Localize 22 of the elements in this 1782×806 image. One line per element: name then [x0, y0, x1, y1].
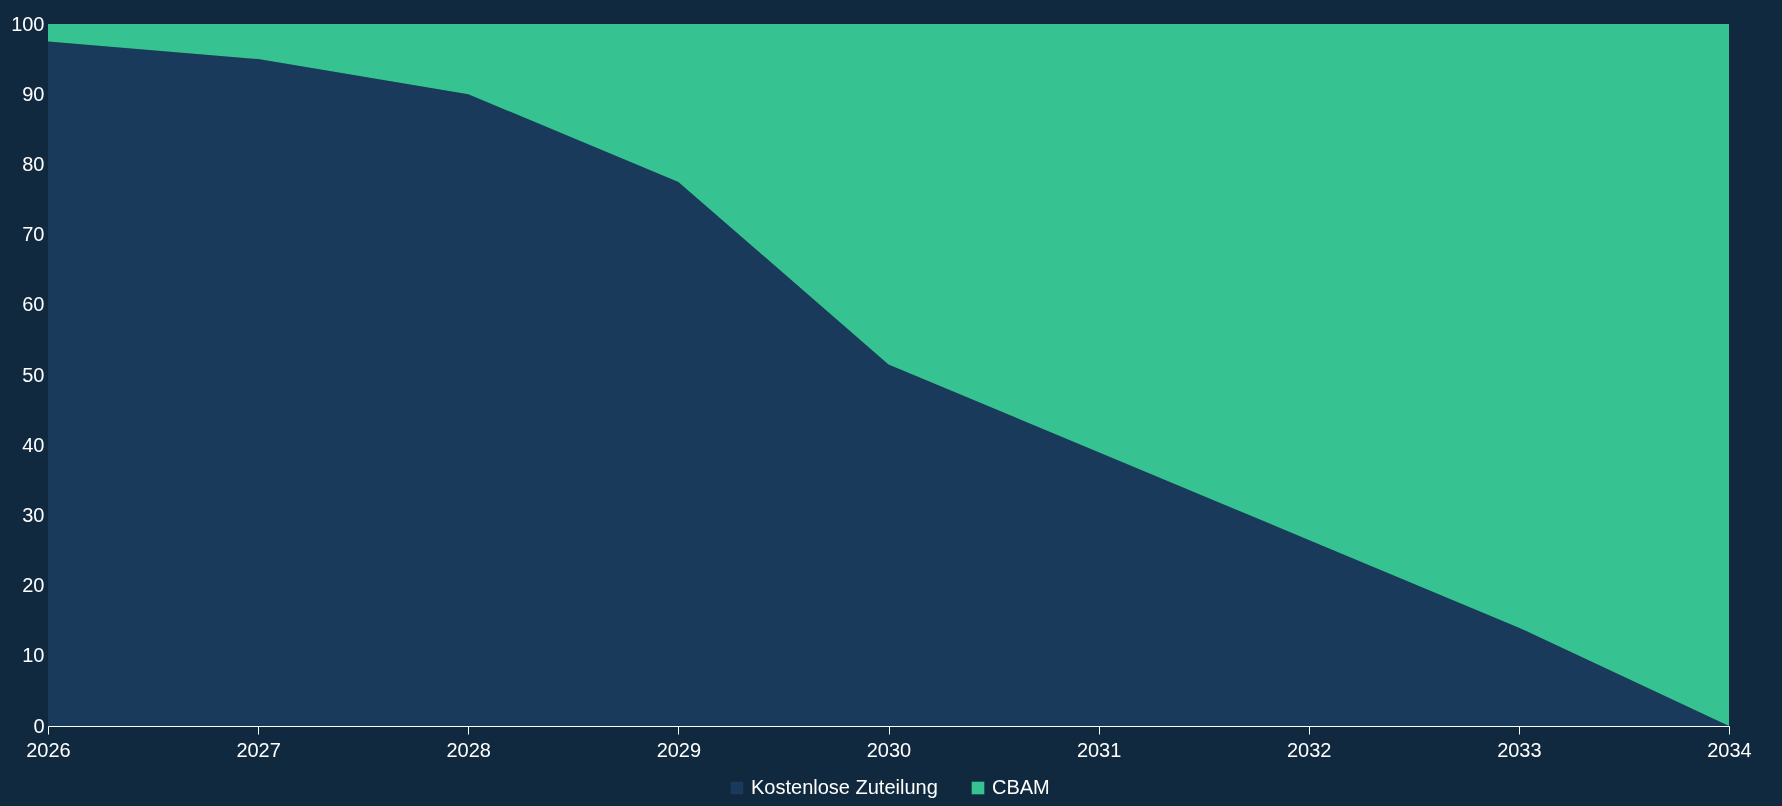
y-tick-label: 50 — [22, 363, 45, 386]
x-tick-label: 2029 — [656, 738, 702, 761]
y-tick-label: 90 — [22, 82, 45, 105]
legend-label: CBAM — [992, 776, 1050, 798]
y-tick-label: 80 — [22, 152, 45, 175]
y-tick-label: 30 — [22, 503, 45, 526]
y-tick-label: 100 — [11, 12, 45, 35]
y-tick-label: 20 — [22, 574, 45, 597]
x-tick-label: 2027 — [236, 738, 281, 761]
y-tick-label: 10 — [22, 644, 45, 667]
y-tick-label: 0 — [33, 714, 45, 737]
x-tick-label: 2031 — [1076, 738, 1122, 761]
x-tick-label: 2034 — [1707, 738, 1752, 761]
y-tick-label: 60 — [22, 293, 45, 316]
x-tick-label: 2028 — [446, 738, 491, 761]
x-tick-label: 2026 — [26, 738, 71, 761]
x-tick-label: 2030 — [866, 738, 912, 761]
y-tick-label: 70 — [22, 223, 45, 246]
y-tick-label: 40 — [22, 433, 45, 456]
legend-label: Kostenlose Zuteilung — [751, 776, 938, 798]
x-tick-label: 2033 — [1497, 738, 1542, 761]
x-tick-label: 2032 — [1287, 738, 1332, 761]
